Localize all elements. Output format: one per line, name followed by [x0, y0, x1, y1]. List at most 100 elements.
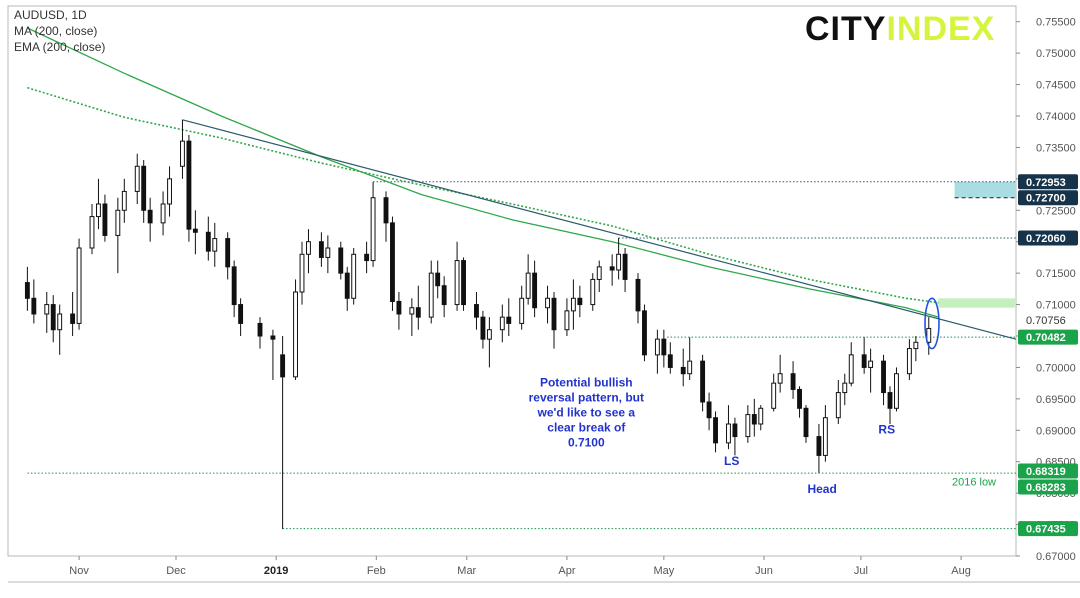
candle-body	[409, 307, 415, 315]
candle-body	[564, 310, 570, 331]
candle-body	[121, 190, 127, 211]
candle-body	[270, 335, 276, 340]
candle-body	[745, 414, 751, 438]
candle-body	[134, 165, 140, 192]
candle-body	[861, 354, 867, 368]
candle-body	[816, 436, 822, 456]
annotation-line: Potential bullish	[540, 375, 633, 389]
y-tick-label: 0.72500	[1036, 205, 1076, 217]
candle-body	[532, 272, 538, 309]
candle-body	[906, 348, 912, 375]
candle-body	[590, 278, 596, 306]
ma-indicator-label: MA (200, close)	[14, 24, 98, 38]
city-index-logo: CITYINDEX	[805, 10, 996, 48]
price-tag	[1018, 463, 1078, 479]
candle-body	[713, 417, 718, 444]
candle-body	[706, 401, 712, 419]
candle-body	[96, 203, 101, 218]
candle-body	[926, 327, 932, 343]
downtrend-line	[182, 119, 1017, 340]
candle-body	[687, 360, 693, 375]
candle-body	[50, 304, 56, 331]
annotation-line: we'd like to see a	[537, 405, 636, 419]
plot-frame	[7, 5, 1017, 557]
candle-body	[212, 238, 218, 252]
price-tag-label: 0.67435	[1026, 524, 1066, 536]
y-tick-label: 0.74500	[1036, 80, 1076, 92]
y-tick-label: 0.71000	[1036, 300, 1076, 312]
candle-body	[225, 238, 231, 268]
x-tick-label: May	[653, 565, 674, 577]
candle-body	[577, 297, 583, 306]
price-tag-label: 0.72953	[1026, 177, 1066, 189]
candle-body	[186, 140, 192, 230]
candle-body	[257, 322, 263, 337]
candle-body	[842, 382, 848, 394]
x-tick-label: Nov	[69, 565, 89, 577]
candle-body	[545, 297, 550, 309]
candle-body	[192, 228, 198, 233]
candle-body	[31, 297, 37, 315]
candle-body	[351, 253, 357, 299]
candle-body	[306, 241, 311, 255]
ema-200-line	[27, 86, 939, 304]
candle-body	[141, 165, 147, 211]
candle-body	[616, 253, 622, 271]
candle-body	[887, 392, 893, 409]
candle-body	[635, 278, 641, 312]
x-tick-label: 2019	[264, 565, 288, 577]
price-tag-label: 0.70482	[1026, 332, 1066, 344]
x-tick-label: Apr	[558, 565, 575, 577]
x-tick-label: Jul	[854, 565, 868, 577]
candle-body	[777, 373, 783, 384]
candle-body	[913, 341, 919, 350]
candle-body	[338, 247, 344, 274]
candle-body	[654, 338, 660, 356]
price-tag	[1018, 479, 1078, 495]
candle-body	[661, 338, 667, 356]
candle-body	[771, 382, 777, 409]
candle-body	[383, 197, 389, 224]
y-tick-label: 0.67000	[1036, 551, 1076, 563]
label-ls: LS	[724, 454, 739, 468]
candle-body	[231, 266, 237, 306]
price-tag	[1018, 521, 1078, 537]
y-tick-label: 0.74000	[1036, 111, 1076, 123]
candle-body	[622, 253, 628, 280]
candle-body	[115, 209, 121, 236]
highlight-zone-green	[938, 298, 1016, 308]
candle-body	[667, 354, 673, 368]
candle-body	[24, 282, 30, 299]
candle-body	[480, 316, 486, 340]
candle-body	[57, 313, 63, 331]
candle-body	[835, 392, 841, 419]
candle-body	[894, 373, 899, 409]
candle-body	[238, 304, 244, 324]
candle-body	[299, 253, 305, 293]
price-tag	[1018, 190, 1078, 206]
candle-body	[318, 241, 324, 258]
candle-body	[499, 316, 505, 331]
symbol-label: AUDUSD, 1D	[14, 8, 87, 22]
highlight-ellipse	[924, 297, 940, 350]
price-tag-label: 0.68319	[1026, 466, 1066, 478]
price-tag	[1018, 230, 1078, 246]
y-tick-label: 0.75000	[1036, 48, 1076, 60]
candle-body	[797, 388, 802, 409]
label-2016-low: 2016 low	[952, 477, 996, 489]
candle-body	[751, 414, 757, 425]
candle-body	[726, 423, 731, 444]
candle-body	[758, 407, 764, 425]
candle-body	[732, 423, 738, 438]
candle-body	[396, 300, 402, 315]
candle-body	[428, 272, 434, 318]
y-tick-label: 0.73500	[1036, 142, 1076, 154]
candle-body	[167, 178, 172, 205]
annotation-line: clear break of	[547, 420, 626, 434]
candle-body	[102, 203, 108, 236]
candle-body	[147, 209, 153, 224]
candle-body	[454, 260, 460, 306]
candle-body	[474, 304, 479, 318]
